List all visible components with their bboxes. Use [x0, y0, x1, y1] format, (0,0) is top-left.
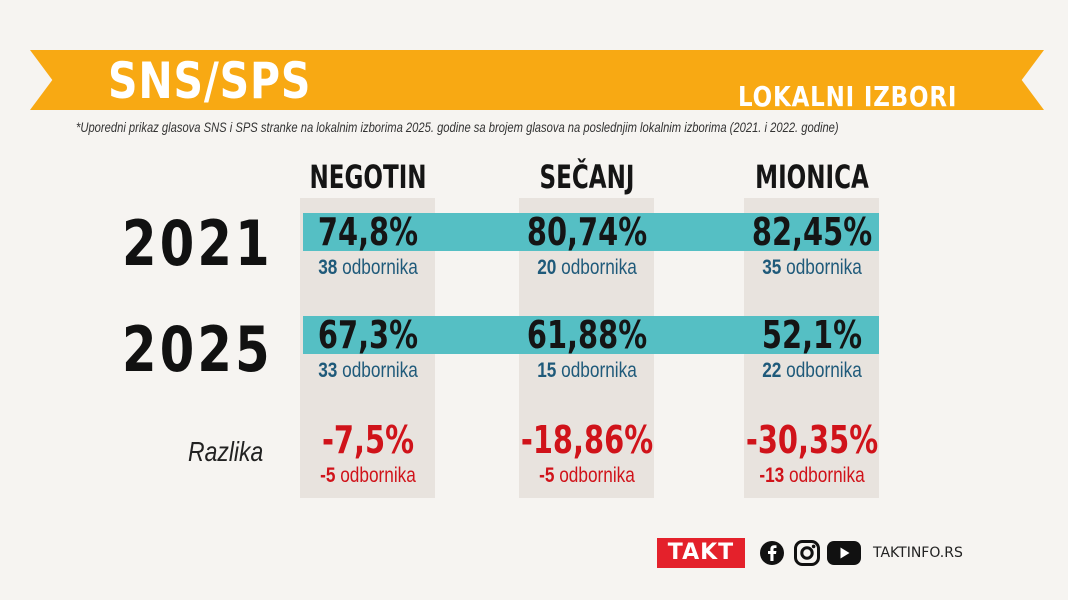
takt-logo: TAKT [657, 538, 745, 568]
title-banner [30, 50, 1044, 110]
diff-count-secanj: -5 odbornika [539, 464, 635, 487]
row-band-2025 [303, 316, 879, 354]
diff-pct-secanj: -18,86% [520, 418, 654, 462]
count-2025-secanj: 15 odbornika [537, 359, 637, 382]
count-2025-mionica: 22 odbornika [762, 359, 862, 382]
count-2021-negotin: 38 odbornika [318, 256, 418, 279]
count-2025-negotin: 33 odbornika [318, 359, 418, 382]
banner-title: SNS/SPS [108, 52, 312, 110]
diff-pct-negotin: -7,5% [321, 418, 415, 462]
pct-2021-secanj: 80,74% [526, 210, 648, 254]
year-label-2025: 2025 [122, 313, 273, 386]
column-header-secanj: SEČANJ [539, 158, 635, 196]
diff-count-negotin: -5 odbornika [320, 464, 416, 487]
footnote: *Uporedni prikaz glasova SNS i SPS stran… [76, 119, 839, 135]
banner-subtitle: LOKALNI IZBORI [738, 80, 958, 113]
pct-2021-negotin: 74,8% [317, 210, 419, 254]
website-label: TAKTINFO.RS [873, 545, 963, 561]
count-2021-secanj: 20 odbornika [537, 256, 637, 279]
column-header-mionica: MIONICA [755, 158, 869, 196]
pct-2025-negotin: 67,3% [317, 313, 419, 357]
column-header-negotin: NEGOTIN [309, 158, 427, 196]
pct-2021-mionica: 82,45% [751, 210, 873, 254]
facebook-icon[interactable] [759, 540, 785, 566]
difference-label: Razlika [188, 436, 264, 467]
diff-pct-mionica: -30,35% [745, 418, 879, 462]
pct-2025-mionica: 52,1% [761, 313, 863, 357]
pct-2025-secanj: 61,88% [526, 313, 648, 357]
count-2021-mionica: 35 odbornika [762, 256, 862, 279]
instagram-icon[interactable] [794, 540, 820, 566]
row-band-2021 [303, 213, 879, 251]
year-label-2021: 2021 [122, 207, 273, 280]
diff-count-mionica: -13 odbornika [759, 464, 865, 487]
youtube-icon[interactable] [827, 541, 861, 565]
